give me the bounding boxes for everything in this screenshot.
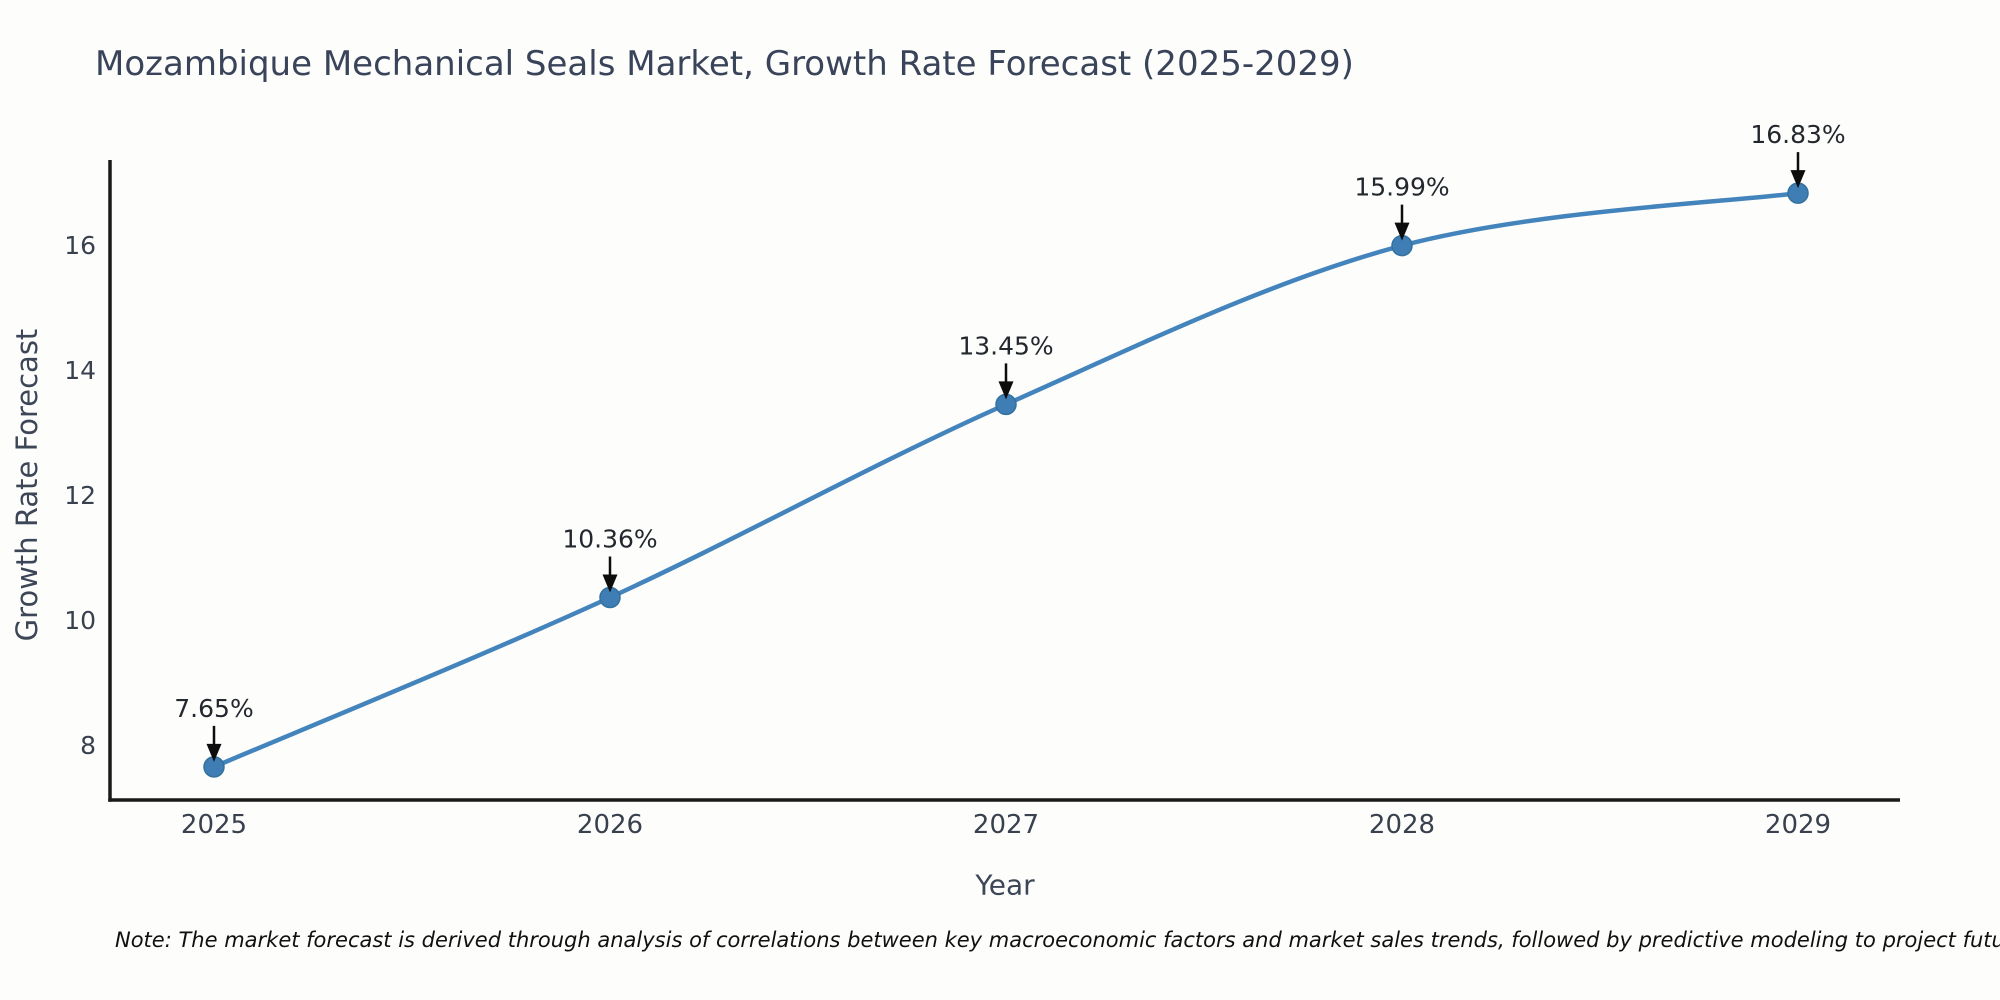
point-value-label: 10.36%	[562, 525, 657, 554]
x-tick-label: 2025	[181, 810, 247, 840]
annotation-arrow-head	[206, 743, 222, 762]
annotation-arrow-head	[1790, 170, 1806, 189]
chart-title: Mozambique Mechanical Seals Market, Grow…	[95, 44, 1354, 84]
x-tick-label: 2028	[1369, 810, 1435, 840]
point-value-label: 7.65%	[174, 694, 253, 723]
annotation-arrow-head	[1394, 222, 1410, 241]
point-value-label: 15.99%	[1354, 173, 1449, 202]
x-tick-label: 2029	[1765, 810, 1831, 840]
y-tick-label: 10	[64, 606, 96, 635]
y-tick-label: 12	[64, 481, 96, 510]
y-tick-label: 8	[80, 731, 96, 760]
forecast-line	[211, 190, 1801, 770]
x-tick-label: 2026	[577, 810, 643, 840]
y-axis-title: Growth Rate Forecast	[10, 328, 44, 642]
y-tick-label: 14	[64, 356, 96, 385]
x-tick-label: 2027	[973, 810, 1039, 840]
annotation-arrow-head	[998, 381, 1014, 400]
annotation-arrow-head	[602, 574, 618, 593]
point-value-label: 13.45%	[958, 331, 1053, 360]
y-tick-label: 16	[64, 231, 96, 260]
x-axis-title: Year	[975, 868, 1035, 902]
point-value-label: 16.83%	[1750, 120, 1845, 149]
chart-footnote: Note: The market forecast is derived thr…	[115, 928, 2000, 952]
